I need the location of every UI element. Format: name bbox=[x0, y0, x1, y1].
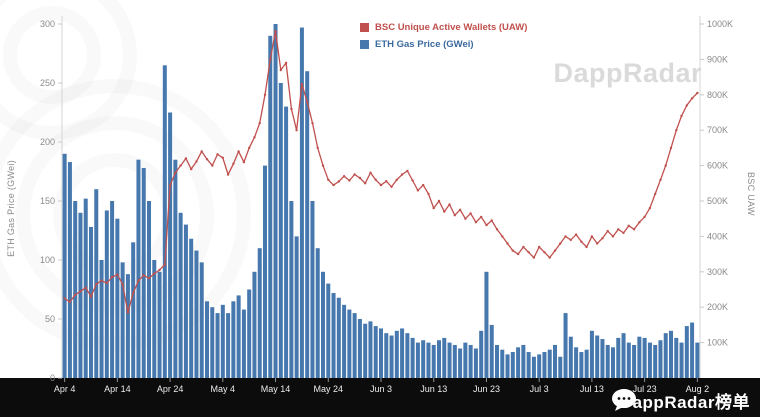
svg-text:200K: 200K bbox=[707, 302, 728, 312]
svg-text:1000K: 1000K bbox=[707, 19, 733, 29]
svg-text:Jun 3: Jun 3 bbox=[370, 384, 392, 394]
svg-text:250: 250 bbox=[40, 78, 55, 88]
legend-item-gas: ETH Gas Price (GWei) bbox=[360, 39, 527, 50]
dappradar-watermark: DappRadar bbox=[553, 58, 702, 88]
left-axis-title: ETH Gas Price (GWei) bbox=[6, 160, 16, 257]
svg-text:Aug 2: Aug 2 bbox=[686, 384, 710, 394]
svg-text:200: 200 bbox=[40, 137, 55, 147]
svg-text:300K: 300K bbox=[707, 267, 728, 277]
svg-text:150: 150 bbox=[40, 196, 55, 206]
svg-text:May 14: May 14 bbox=[261, 384, 291, 394]
svg-text:May 4: May 4 bbox=[211, 384, 236, 394]
svg-text:Jul 3: Jul 3 bbox=[530, 384, 549, 394]
svg-text:100: 100 bbox=[40, 255, 55, 265]
svg-text:May 24: May 24 bbox=[314, 384, 344, 394]
footer-brand-text: DappRadar榜单 bbox=[619, 393, 750, 412]
svg-text:100K: 100K bbox=[707, 338, 728, 348]
uaw-legend-label: BSC Unique Active Wallets (UAW) bbox=[375, 22, 528, 33]
svg-text:400K: 400K bbox=[707, 231, 728, 241]
chart-legend: BSC Unique Active Wallets (UAW) ETH Gas … bbox=[360, 22, 527, 50]
gas-swatch bbox=[360, 40, 369, 49]
svg-text:Jul 13: Jul 13 bbox=[580, 384, 604, 394]
gas-legend-label: ETH Gas Price (GWei) bbox=[375, 39, 474, 50]
svg-text:Apr 24: Apr 24 bbox=[157, 384, 184, 394]
right-axis-title: BSC UAW bbox=[746, 172, 756, 216]
uaw-swatch bbox=[360, 23, 369, 32]
svg-text:Apr 14: Apr 14 bbox=[104, 384, 131, 394]
svg-text:800K: 800K bbox=[707, 90, 728, 100]
svg-text:Jun 13: Jun 13 bbox=[420, 384, 447, 394]
svg-text:300: 300 bbox=[40, 19, 55, 29]
footer-brand: DappRadar榜单 bbox=[611, 388, 750, 413]
svg-text:50: 50 bbox=[45, 314, 55, 324]
svg-text:0: 0 bbox=[50, 373, 55, 383]
svg-text:Jun 23: Jun 23 bbox=[473, 384, 500, 394]
svg-text:500K: 500K bbox=[707, 196, 728, 206]
legend-item-uaw: BSC Unique Active Wallets (UAW) bbox=[360, 22, 527, 33]
svg-text:Apr 4: Apr 4 bbox=[54, 384, 76, 394]
svg-text:900K: 900K bbox=[707, 54, 728, 64]
svg-text:700K: 700K bbox=[707, 125, 728, 135]
svg-text:600K: 600K bbox=[707, 161, 728, 171]
svg-text:Jul 23: Jul 23 bbox=[633, 384, 657, 394]
